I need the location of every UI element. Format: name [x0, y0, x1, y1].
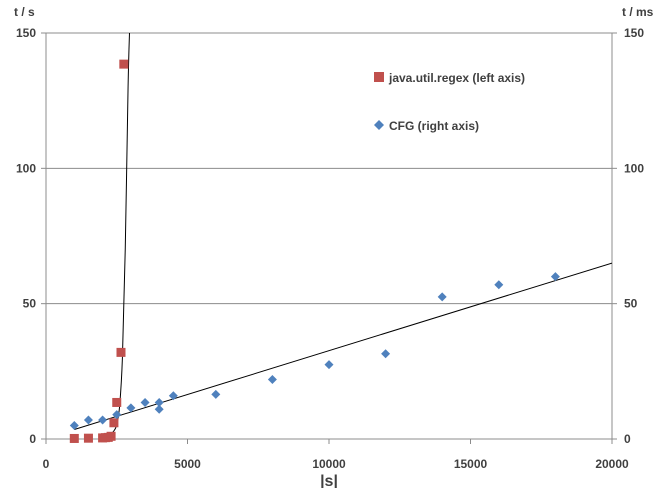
x-axis-title: |s|	[320, 473, 338, 488]
x-tick-label: 15000	[454, 457, 488, 471]
regex-data-point	[83, 433, 93, 443]
x-tick-label: 5000	[174, 457, 201, 471]
legend-marker-cfg	[374, 120, 384, 130]
x-tick-label: 20000	[595, 457, 629, 471]
legend-label-cfg: CFG (right axis)	[389, 119, 479, 133]
y-right-tick-label: 50	[624, 297, 638, 311]
x-tick-label: 10000	[312, 457, 346, 471]
cfg-data-point	[69, 420, 79, 430]
y-left-tick-label: 100	[16, 161, 36, 175]
data-points	[69, 59, 560, 443]
legend: java.util.regex (left axis) CFG (right a…	[374, 71, 525, 133]
y-axis-left-title: t / s	[14, 5, 35, 19]
y-right-tick-label: 0	[624, 432, 631, 446]
cfg-data-point	[168, 391, 178, 401]
trendline-linear	[74, 262, 612, 431]
y-left-tick-label: 50	[23, 297, 37, 311]
cfg-data-point	[140, 397, 150, 407]
cfg-data-point	[83, 415, 93, 425]
regex-data-point	[109, 418, 119, 428]
y-left-tick-label: 0	[29, 432, 36, 446]
y-axis-right-title: t / ms	[622, 5, 654, 19]
cfg-data-point	[267, 374, 277, 384]
regex-data-point	[69, 433, 79, 443]
grid-lines	[46, 32, 612, 305]
legend-label-regex: java.util.regex (left axis)	[388, 71, 525, 85]
cfg-data-point	[437, 292, 447, 302]
x-tick-label: 0	[43, 457, 50, 471]
y-right-tick-label: 100	[624, 161, 644, 175]
regex-data-point	[106, 431, 116, 441]
cfg-data-point	[154, 404, 164, 414]
cfg-data-point	[126, 403, 136, 413]
cfg-data-point	[211, 389, 221, 399]
cfg-data-point	[381, 349, 391, 359]
regex-data-point	[116, 347, 126, 357]
cfg-data-point	[154, 397, 164, 407]
regex-data-point	[112, 397, 122, 407]
y-right-tick-label: 150	[624, 26, 644, 40]
y-left-tick-label: 150	[16, 26, 36, 40]
legend-marker-regex	[374, 72, 384, 82]
tick-labels: 0 50 100 150 0 50 100 150 0 5000 10000 15000 20000	[16, 26, 644, 471]
cfg-data-point	[324, 360, 334, 370]
cfg-data-point	[550, 272, 560, 282]
cfg-data-point	[494, 280, 504, 290]
cfg-data-point	[112, 410, 122, 420]
axes	[41, 32, 617, 444]
regex-data-point	[119, 59, 129, 69]
cfg-data-point	[98, 415, 108, 425]
